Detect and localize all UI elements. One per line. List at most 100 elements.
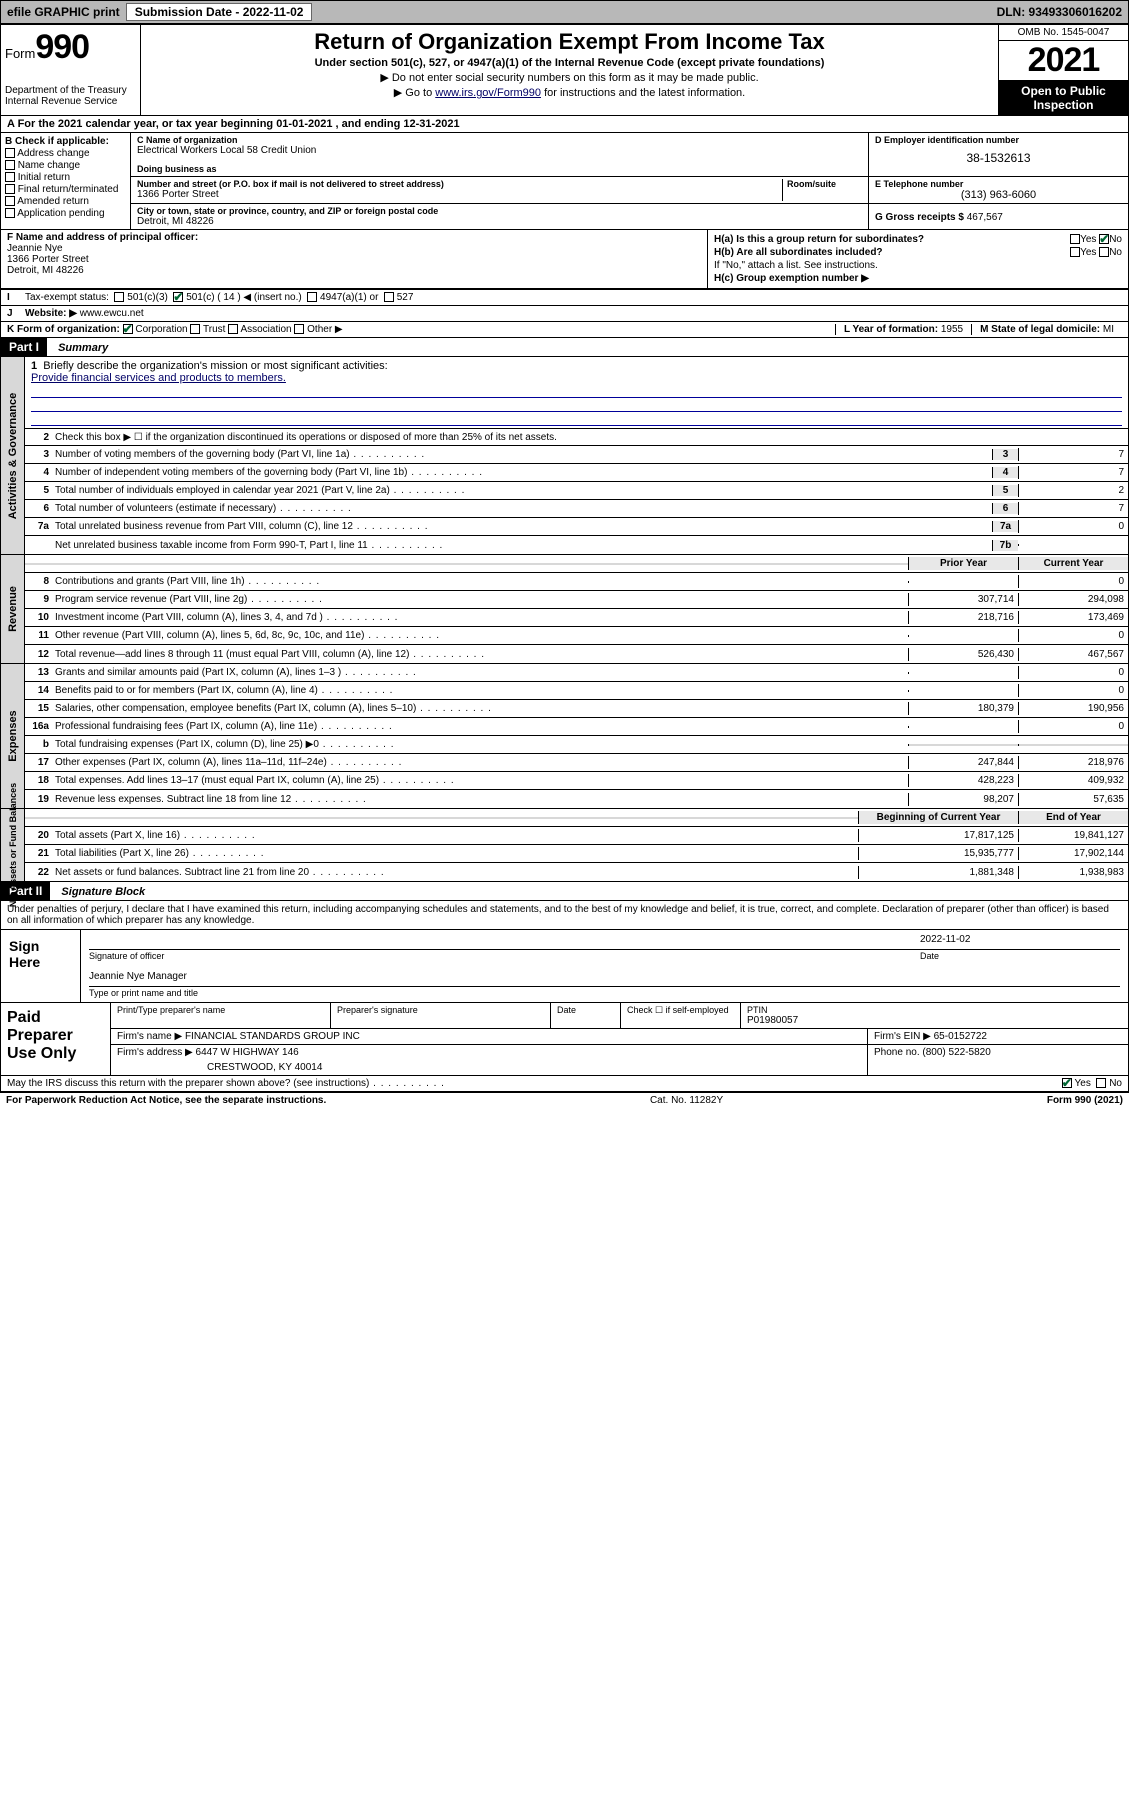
- officer-addr2: Detroit, MI 48226: [7, 265, 701, 276]
- omb-number: OMB No. 1545-0047: [999, 25, 1128, 41]
- p1-net-assets: Net Assets or Fund Balances Beginning of…: [1, 809, 1128, 882]
- tab-net-assets: Net Assets or Fund Balances: [8, 783, 18, 907]
- gov-row-4: 4Number of independent voting members of…: [25, 464, 1128, 482]
- officer-name-label: Type or print name and title: [89, 988, 1120, 998]
- row-12: 12Total revenue—add lines 8 through 11 (…: [25, 645, 1128, 663]
- row-21: 21Total liabilities (Part X, line 26)15,…: [25, 845, 1128, 863]
- sign-here-label: Sign Here: [1, 930, 81, 1002]
- form-title: Return of Organization Exempt From Incom…: [145, 29, 994, 55]
- org-name: Electrical Workers Local 58 Credit Union: [137, 145, 862, 156]
- tax-year: 2021: [999, 41, 1128, 81]
- firm-ein-label: Firm's EIN ▶: [874, 1031, 931, 1042]
- room-label: Room/suite: [787, 179, 862, 189]
- row-11: 11Other revenue (Part VIII, column (A), …: [25, 627, 1128, 645]
- f-label: F Name and address of principal officer:: [7, 232, 701, 243]
- ha-row: H(a) Is this a group return for subordin…: [714, 234, 1122, 245]
- part2-header: Part II Signature Block: [1, 882, 1128, 901]
- p1-revenue: Revenue Prior Year Current Year 8Contrib…: [1, 555, 1128, 664]
- open-to-public: Open to Public Inspection: [999, 81, 1128, 115]
- cb-application-pending: Application pending: [5, 208, 126, 219]
- tel-label: E Telephone number: [875, 179, 1122, 189]
- website-value: www.ewcu.net: [80, 308, 144, 319]
- form-word: Form: [5, 46, 35, 61]
- phone-value: (800) 522-5820: [922, 1047, 990, 1058]
- p1-expenses: Expenses 13Grants and similar amounts pa…: [1, 664, 1128, 809]
- link-pre: ▶ Go to: [394, 87, 435, 99]
- discuss-line: May the IRS discuss this return with the…: [1, 1076, 1128, 1092]
- tab-governance: Activities & Governance: [7, 392, 19, 519]
- pp-print-label: Print/Type preparer's name: [117, 1005, 324, 1015]
- pp-date-label: Date: [557, 1005, 614, 1015]
- street-label: Number and street (or P.O. box if mail i…: [137, 179, 782, 189]
- efile-label: efile GRAPHIC print: [7, 5, 120, 19]
- row-b: bTotal fundraising expenses (Part IX, co…: [25, 736, 1128, 754]
- form-header: Form990 Department of the Treasury Inter…: [1, 25, 1128, 116]
- col-begin-year: Beginning of Current Year: [858, 811, 1018, 824]
- officer-addr1: 1366 Porter Street: [7, 254, 701, 265]
- form-subtitle: Under section 501(c), 527, or 4947(a)(1)…: [145, 57, 994, 69]
- p1-governance: Activities & Governance 1 Briefly descri…: [1, 357, 1128, 555]
- k-label: K Form of organization:: [7, 324, 120, 335]
- dept-treasury: Department of the Treasury Internal Reve…: [5, 85, 136, 107]
- declaration-text: Under penalties of perjury, I declare th…: [1, 901, 1128, 930]
- form-990-page: Form990 Department of the Treasury Inter…: [0, 24, 1129, 1093]
- gov-row-7a: 7aTotal unrelated business revenue from …: [25, 518, 1128, 536]
- tel-value: (313) 963-6060: [875, 189, 1122, 201]
- firm-name: FINANCIAL STANDARDS GROUP INC: [185, 1031, 360, 1042]
- city-label: City or town, state or province, country…: [137, 206, 862, 216]
- org-name-label: C Name of organization: [137, 135, 862, 145]
- line2-text: Check this box ▶ ☐ if the organization d…: [53, 431, 1128, 444]
- tab-revenue: Revenue: [7, 586, 19, 632]
- efile-top-bar: efile GRAPHIC print Submission Date - 20…: [0, 0, 1129, 24]
- mission-link[interactable]: Provide financial services and products …: [31, 372, 286, 384]
- pp-sig-label: Preparer's signature: [337, 1005, 544, 1015]
- j-label: Website: ▶: [25, 308, 77, 319]
- gov-row-7b: Net unrelated business taxable income fr…: [25, 536, 1128, 554]
- l-cell: L Year of formation: 1955: [835, 324, 971, 335]
- cb-address-change: Address change: [5, 148, 126, 159]
- officer-name: Jeannie Nye: [7, 243, 701, 254]
- row-17: 17Other expenses (Part IX, column (A), l…: [25, 754, 1128, 772]
- footer: For Paperwork Reduction Act Notice, see …: [0, 1093, 1129, 1108]
- paid-preparer-block: Paid Preparer Use Only Print/Type prepar…: [1, 1003, 1128, 1076]
- firm-addr-label: Firm's address ▶: [117, 1047, 193, 1058]
- cb-initial-return: Initial return: [5, 172, 126, 183]
- row-19: 19Revenue less expenses. Subtract line 1…: [25, 790, 1128, 808]
- header-left: Form990 Department of the Treasury Inter…: [1, 25, 141, 115]
- firm-addr1: 6447 W HIGHWAY 146: [196, 1047, 299, 1058]
- firm-addr2: CRESTWOOD, KY 40014: [207, 1062, 861, 1073]
- dba-label: Doing business as: [137, 164, 862, 174]
- gov-row-6: 6Total number of volunteers (estimate if…: [25, 500, 1128, 518]
- cb-amended-return: Amended return: [5, 196, 126, 207]
- principal-officer: F Name and address of principal officer:…: [1, 230, 708, 288]
- form-note-ssn: ▶ Do not enter social security numbers o…: [145, 71, 994, 84]
- sig-date: 2022-11-02: [920, 934, 1120, 949]
- row-16a: 16aProfessional fundraising fees (Part I…: [25, 718, 1128, 736]
- firm-name-label: Firm's name ▶: [117, 1031, 182, 1042]
- line1-mission: 1 Briefly describe the organization's mi…: [25, 357, 1128, 426]
- hb-label: H(b) Are all subordinates included?: [714, 247, 883, 258]
- officer-typed-name: Jeannie Nye Manager: [89, 971, 187, 986]
- row-22: 22Net assets or fund balances. Subtract …: [25, 863, 1128, 881]
- pp-ptin: P01980057: [747, 1015, 1122, 1026]
- irs-link[interactable]: www.irs.gov/Form990: [435, 87, 541, 99]
- form-note-link: ▶ Go to www.irs.gov/Form990 for instruct…: [145, 86, 994, 99]
- row-20: 20Total assets (Part X, line 16)17,817,1…: [25, 827, 1128, 845]
- row-14: 14Benefits paid to or for members (Part …: [25, 682, 1128, 700]
- row-a-period: A For the 2021 calendar year, or tax yea…: [1, 116, 1128, 133]
- ein-label: D Employer identification number: [875, 135, 1122, 145]
- row-10: 10Investment income (Part VIII, column (…: [25, 609, 1128, 627]
- i-label: Tax-exempt status:: [25, 292, 109, 303]
- row-9: 9Program service revenue (Part VIII, lin…: [25, 591, 1128, 609]
- hb-note: If "No," attach a list. See instructions…: [714, 260, 1122, 271]
- gross-value: 467,567: [967, 212, 1003, 223]
- pp-ptin-label: PTIN: [747, 1005, 1122, 1015]
- col-b: B Check if applicable: Address change Na…: [1, 133, 131, 229]
- sig-officer-label: Signature of officer: [89, 951, 164, 961]
- link-post: for instructions and the latest informat…: [541, 87, 745, 99]
- col-prior-year: Prior Year: [908, 557, 1018, 570]
- row-8: 8Contributions and grants (Part VIII, li…: [25, 573, 1128, 591]
- dln: DLN: 93493306016202: [997, 5, 1122, 19]
- part2-title: Signature Block: [53, 884, 153, 900]
- submission-date: Submission Date - 2022-11-02: [126, 3, 313, 21]
